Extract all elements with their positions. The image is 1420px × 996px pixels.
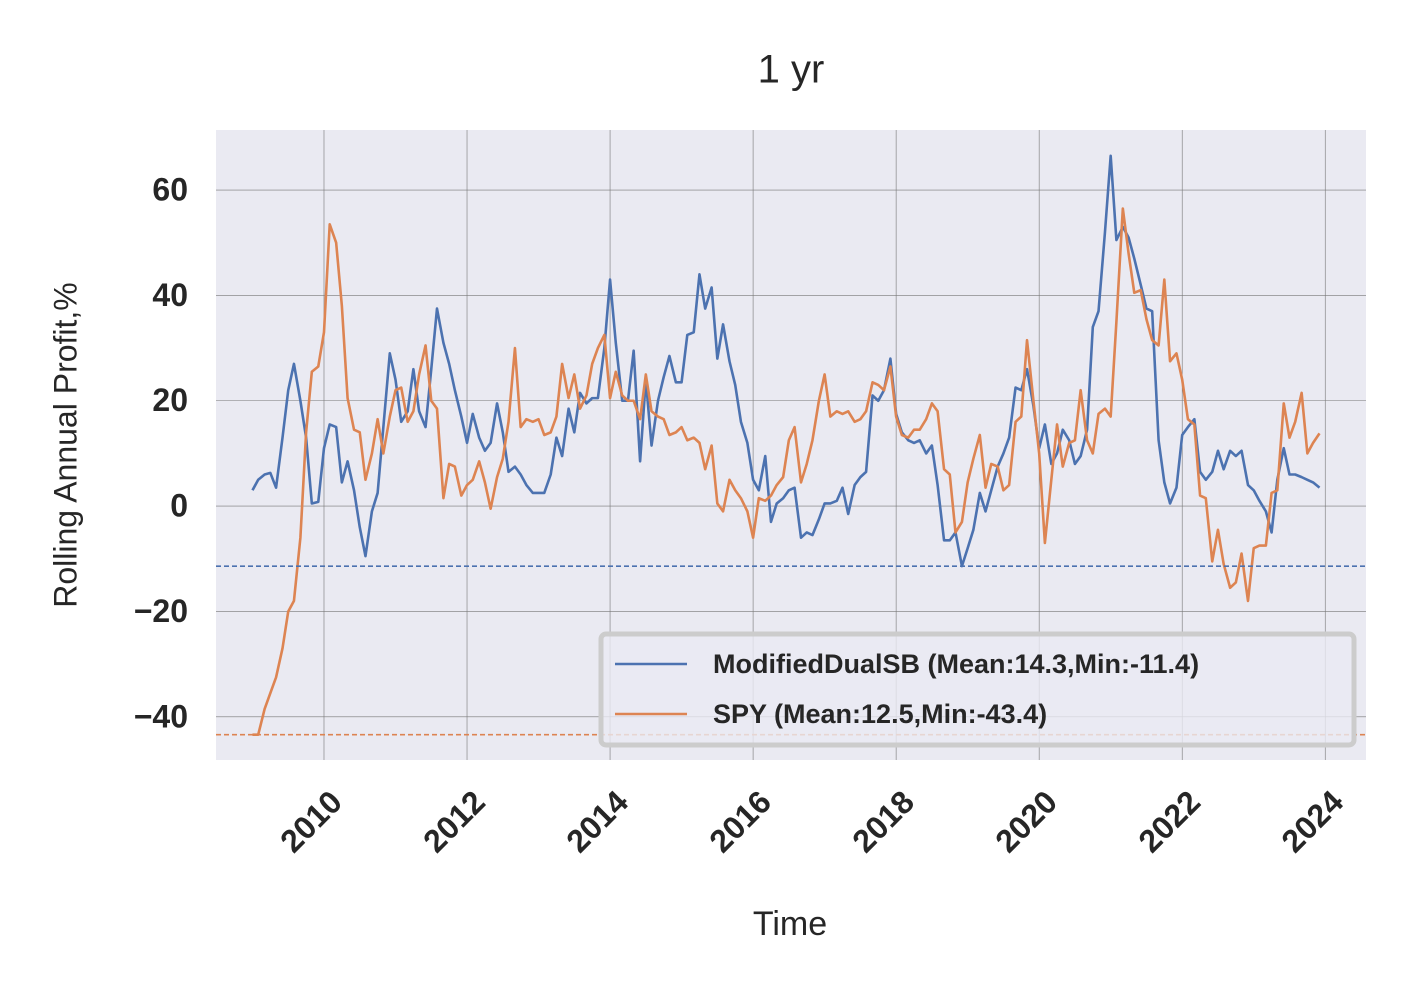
legend-label: SPY (Mean:12.5,Min:-43.4) bbox=[713, 699, 1047, 729]
x-tick-label: 2016 bbox=[702, 783, 778, 859]
y-tick-label: 0 bbox=[170, 488, 188, 524]
x-tick-label: 2014 bbox=[559, 783, 635, 859]
x-tick-label: 2012 bbox=[416, 783, 492, 859]
series-line bbox=[251, 154, 1321, 568]
x-tick-label: 2018 bbox=[845, 783, 921, 859]
y-tick-label: 20 bbox=[152, 382, 188, 418]
y-tick-label: −20 bbox=[134, 593, 188, 629]
x-tick-label: 2024 bbox=[1274, 783, 1350, 859]
legend: ModifiedDualSB (Mean:14.3,Min:-11.4) SPY … bbox=[598, 631, 1357, 748]
x-tick-label: 2022 bbox=[1131, 783, 1207, 859]
x-tick-label: 2010 bbox=[273, 783, 349, 859]
x-axis-label: Time bbox=[753, 905, 827, 943]
series-line bbox=[252, 207, 1321, 737]
chart-title: 1 yr bbox=[758, 48, 825, 92]
y-axis-label: Rolling Annual Profit,% bbox=[47, 282, 83, 608]
x-tick-label: 2020 bbox=[988, 783, 1064, 859]
y-tick-label: −40 bbox=[134, 698, 188, 734]
legend-label: ModifiedDualSB (Mean:14.3,Min:-11.4) bbox=[713, 649, 1199, 679]
y-tick-label: 60 bbox=[152, 172, 188, 208]
y-tick-label: 40 bbox=[152, 277, 188, 313]
legend-box bbox=[598, 631, 1357, 748]
